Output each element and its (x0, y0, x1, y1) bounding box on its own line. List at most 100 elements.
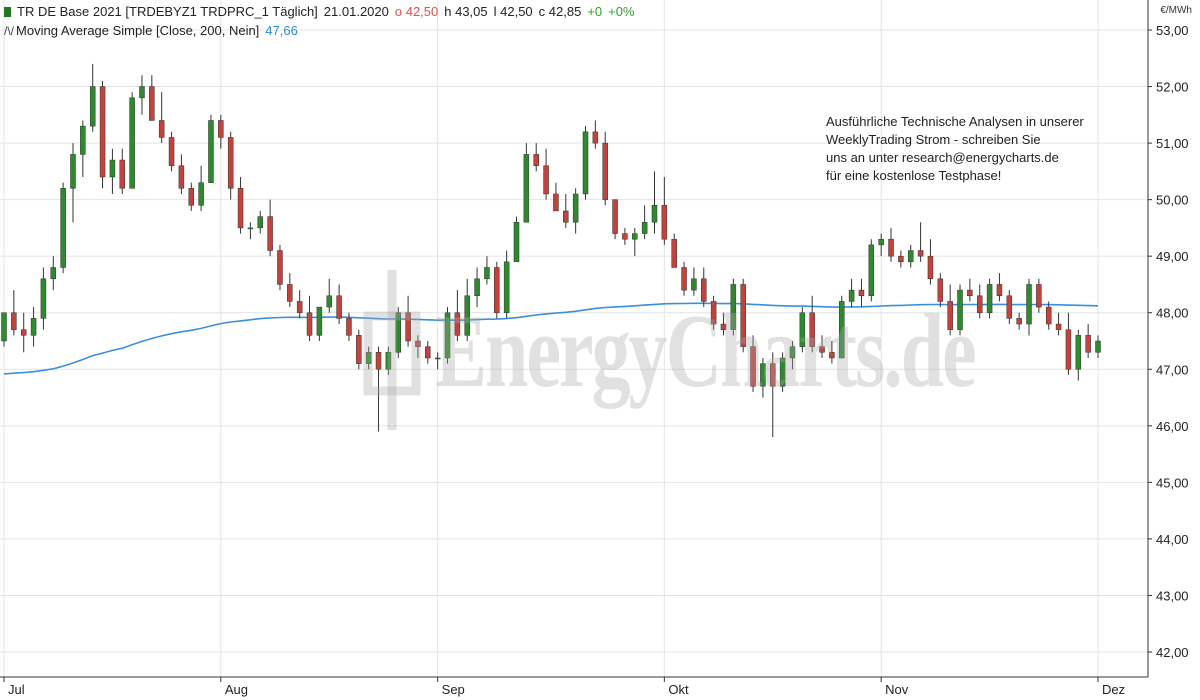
candle-body-up (365, 352, 372, 364)
candle-body-up (789, 346, 796, 359)
candle-body-up (129, 97, 135, 189)
candle-body-down (168, 137, 175, 166)
candle (188, 182, 195, 211)
ma-legend: /\/Moving Average Simple [Close, 200, Ne… (4, 23, 304, 38)
candle-body-up (30, 318, 37, 336)
candle-body-up (434, 357, 441, 360)
y-tick-label: 50,00 (1156, 193, 1189, 208)
candle-body-down (612, 199, 618, 234)
candle-body-down (1036, 284, 1042, 308)
candle-body-down (592, 131, 599, 144)
candle-body-down (178, 165, 185, 189)
x-tick-label: Jul (8, 682, 25, 697)
candle (750, 335, 756, 392)
candle-body-down (701, 278, 707, 302)
y-tick-label: 45,00 (1156, 475, 1189, 490)
candle (513, 216, 520, 263)
candle-body-down (158, 120, 165, 138)
candle-body-up (878, 238, 884, 246)
candle-body-down (1045, 306, 1052, 325)
x-tick-label: Aug (225, 682, 248, 697)
candle-body-up (139, 86, 145, 99)
candle-body-down (277, 250, 283, 285)
annotation-line: für eine kostenlose Testphase! (826, 168, 1002, 183)
candle-body-up (957, 289, 963, 330)
candle (878, 233, 884, 257)
legend-open: o 42,50 (394, 4, 439, 19)
candle (415, 335, 421, 358)
candle (99, 80, 106, 189)
candle-body-down (750, 346, 756, 387)
candle-body-up (907, 250, 914, 263)
candle (503, 250, 510, 319)
candle (1006, 290, 1013, 325)
candle-body-down (622, 233, 628, 240)
candle-body-up (651, 205, 658, 223)
candle (237, 177, 244, 234)
legend-change-pct: +0% (608, 4, 635, 19)
candle-body-down (287, 284, 293, 302)
candle (720, 312, 727, 336)
candle (50, 256, 57, 291)
candle-body-up (572, 193, 579, 223)
candle-body-down (661, 205, 668, 240)
candle (691, 267, 697, 296)
candle-body-up (582, 131, 589, 195)
candle (789, 341, 796, 370)
candle-body-up (484, 267, 490, 280)
candle-body-down (819, 346, 825, 353)
moving-average-layer (3, 302, 1099, 375)
candle-body-down (336, 295, 342, 319)
candle-body-down (927, 255, 934, 280)
promo-annotation: Ausführliche Technische Analysen in unse… (826, 113, 1126, 185)
legend-high: h 43,05 (444, 4, 488, 19)
candle (464, 278, 470, 341)
candle-body-up (632, 233, 638, 240)
candle-body-up (208, 120, 214, 183)
candle-body-down (11, 312, 17, 330)
candle (957, 284, 963, 336)
candle-body-down (967, 289, 973, 297)
candle (661, 177, 668, 245)
candle-body-up (385, 352, 392, 370)
candle (563, 193, 569, 228)
candle-body-up (760, 363, 766, 387)
candle (326, 278, 332, 313)
candle (612, 199, 618, 240)
candle-body-down (563, 210, 569, 223)
candle (20, 312, 27, 353)
ma-value: 47,66 (265, 23, 298, 38)
candle-body-up (513, 222, 520, 263)
candle-body-up (40, 278, 47, 319)
candle-body-down (494, 267, 500, 313)
candle-body-down (1085, 335, 1091, 353)
candle (277, 244, 283, 291)
moving-average-line (3, 302, 1099, 375)
annotation-line: WeeklyTrading Strom - schreiben Sie (826, 132, 1041, 147)
candle-body-up (1095, 340, 1101, 353)
candle (819, 335, 825, 358)
candle (553, 182, 559, 212)
candle (533, 143, 539, 172)
ma-label: Moving Average Simple [Close, 200, Nein] (16, 23, 260, 38)
candle (868, 239, 875, 302)
candle (829, 341, 835, 364)
candle-body-down (740, 284, 746, 347)
candle-body-up (474, 278, 480, 297)
y-tick-label: 42,00 (1156, 645, 1189, 660)
candle (11, 290, 17, 336)
candle (208, 114, 214, 183)
candle (858, 278, 865, 308)
candle-body-up (868, 244, 875, 297)
candle-body-down (858, 289, 865, 297)
x-tick-label: Okt (668, 682, 689, 697)
candle-body-up (641, 222, 648, 234)
candle-body-up (257, 216, 264, 229)
candle (434, 352, 441, 370)
candle-body-down (267, 216, 273, 251)
candle (257, 210, 264, 234)
candle (602, 131, 608, 206)
candle (592, 120, 599, 149)
candle-body-down (415, 340, 421, 347)
